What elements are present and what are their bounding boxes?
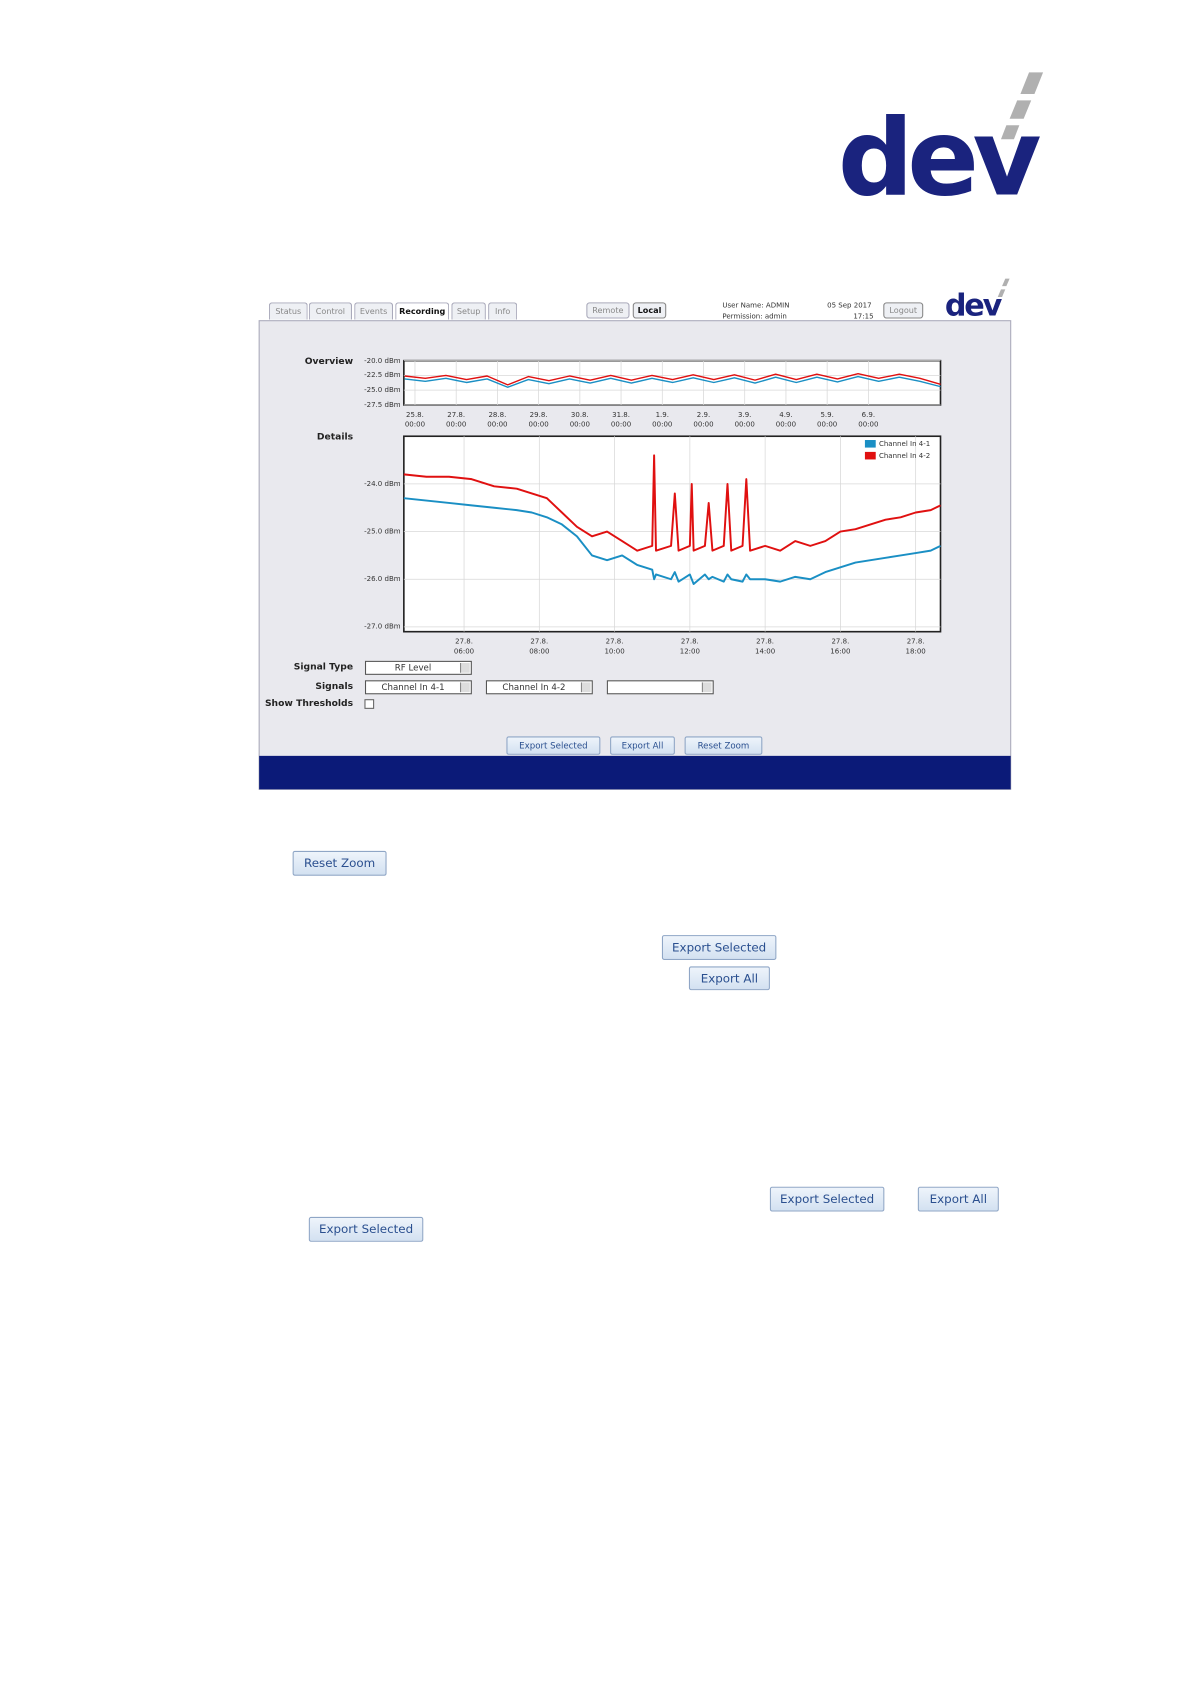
series-line	[404, 375, 941, 388]
tab[interactable]: Status	[268, 302, 308, 320]
x-tick-label: 2.9. 00:00	[693, 410, 714, 429]
tab[interactable]: Control	[308, 302, 353, 320]
screenshot-footer	[259, 755, 1011, 790]
overview-label: Overview	[304, 356, 354, 368]
signal-select[interactable]: Channel In 4-1	[364, 680, 472, 695]
x-tick-label: 27.8. 00:00	[446, 410, 467, 429]
y-tick-label: -25.0 dBm	[364, 526, 401, 536]
user-name: User Name: ADMIN	[722, 301, 790, 310]
y-tick-label: -27.0 dBm	[364, 622, 401, 631]
x-tick-label: 31.8. 00:00	[610, 410, 632, 429]
series-line	[403, 454, 941, 552]
x-tick-label: 3.9. 00:00	[734, 410, 755, 429]
legend-swatch	[864, 440, 876, 448]
legend-label: Channel In 4-2	[878, 450, 931, 460]
y-tick-label: -27.5 dBm	[364, 400, 401, 409]
export-selected-button[interactable]: Export Selected	[661, 935, 777, 960]
x-tick-label: 30.8. 00:00	[569, 410, 590, 429]
legend-label: Channel In 4-1	[878, 438, 931, 448]
y-tick-label: -20.0 dBm	[364, 355, 401, 365]
tab[interactable]: Events	[354, 302, 394, 320]
reset-zoom-button[interactable]: Reset Zoom	[292, 850, 387, 876]
y-tick-label: -22.5 dBm	[364, 370, 401, 380]
x-tick-label: 27.8. 10:00	[604, 637, 625, 656]
details-label: Details	[316, 431, 354, 443]
reset-zoom-button[interactable]: Reset Zoom	[684, 736, 763, 755]
small-logo-slashes	[997, 278, 1010, 297]
series-line	[404, 372, 941, 386]
thresholds-checkbox[interactable]	[364, 699, 375, 709]
tab[interactable]: Info	[488, 302, 518, 320]
export-all-button[interactable]: Export All	[610, 736, 675, 755]
legend-swatch	[864, 451, 876, 460]
y-tick-label: -26.0 dBm	[364, 574, 401, 584]
x-tick-label: 27.8. 18:00	[905, 637, 926, 656]
x-tick-label: 4.9. 00:00	[775, 410, 797, 429]
export-all-button[interactable]: Export All	[917, 1186, 999, 1212]
signal-select[interactable]: Channel In 4-2	[485, 680, 593, 695]
x-tick-label: 28.8. 00:00	[487, 410, 508, 429]
y-tick-label: -24.0 dBm	[364, 479, 401, 488]
x-tick-label: 5.9. 00:00	[817, 410, 838, 429]
x-tick-label: 27.8. 06:00	[453, 637, 475, 656]
logo: dev	[837, 97, 1042, 221]
series-line	[403, 497, 941, 585]
export-selected-button[interactable]: Export Selected	[506, 736, 601, 755]
small-logo: dev	[944, 287, 1003, 323]
mode-button[interactable]: Local	[632, 302, 667, 319]
signal-type-label: Signal Type	[293, 661, 354, 673]
x-tick-label: 1.9. 00:00	[652, 410, 673, 429]
show-thresholds-label: Show Thresholds	[264, 698, 354, 710]
time: 17:15	[853, 312, 874, 321]
tab[interactable]: Setup	[451, 302, 486, 320]
export-selected-button[interactable]: Export Selected	[769, 1186, 885, 1212]
x-tick-label: 27.8. 12:00	[679, 637, 700, 656]
logout-button[interactable]: Logout	[883, 302, 924, 319]
date: 05 Sep 2017	[827, 301, 872, 310]
x-tick-label: 25.8. 00:00	[404, 410, 426, 429]
tab-active[interactable]: Recording	[395, 302, 450, 320]
x-tick-label: 27.8. 16:00	[830, 637, 851, 656]
y-tick-label: -25.0 dBm	[364, 385, 401, 394]
x-tick-label: 27.8. 14:00	[754, 637, 776, 656]
x-tick-label: 29.8. 00:00	[528, 410, 549, 429]
export-all-button[interactable]: Export All	[688, 966, 770, 991]
mode-button[interactable]: Remote	[586, 302, 630, 319]
x-tick-label: 6.9. 00:00	[858, 410, 879, 429]
signal-select-empty[interactable]	[606, 680, 714, 695]
permission: Permission: admin	[722, 312, 787, 321]
signals-label: Signals	[315, 681, 354, 693]
export-selected-button[interactable]: Export Selected	[308, 1216, 424, 1242]
logo-slashes	[1000, 72, 1044, 140]
signal-type-select[interactable]: RF Level	[364, 660, 472, 675]
x-tick-label: 27.8. 08:00	[529, 637, 550, 656]
